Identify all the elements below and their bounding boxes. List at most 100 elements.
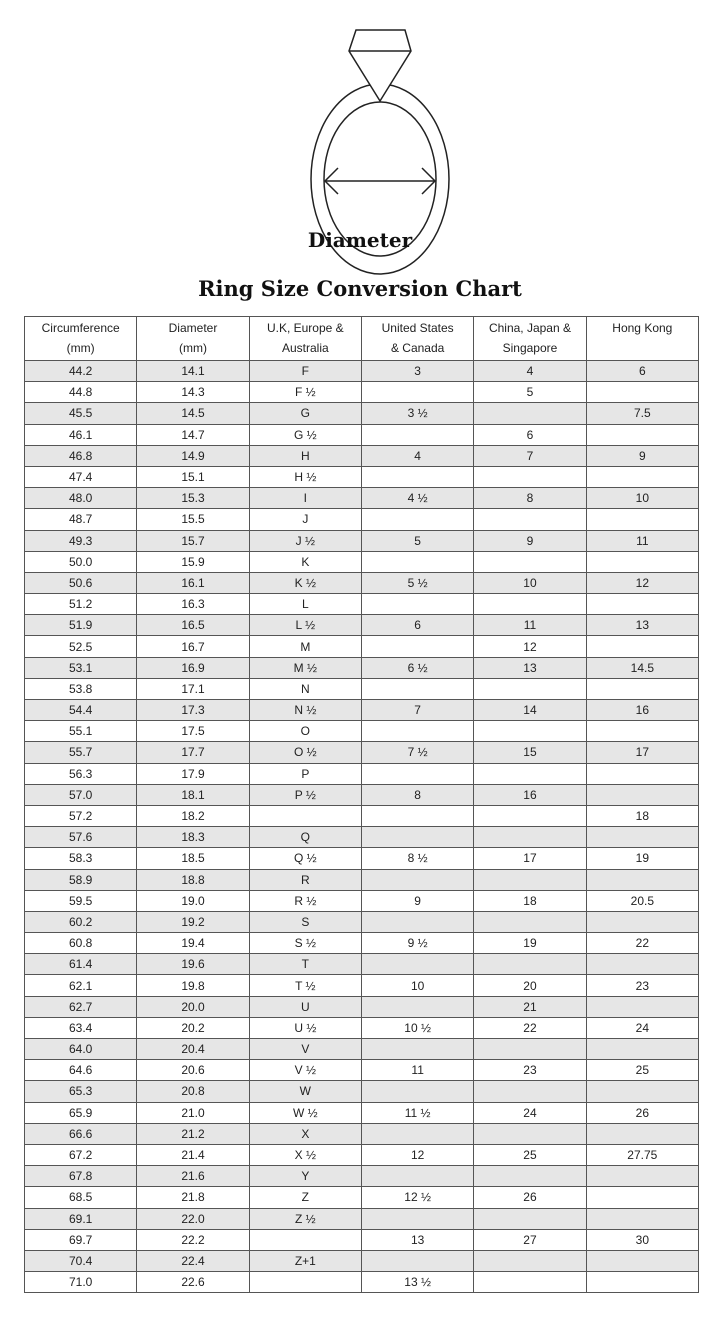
table-row: 64.6 20.6 V ½ 11 23 25	[23, 1059, 700, 1082]
cell-diameter: 17.9	[136, 762, 250, 785]
cell-us-canada: 13 ½	[360, 1271, 475, 1294]
cell-circumference: 62.7	[23, 995, 138, 1018]
table-row: 52.5 16.7 M 12	[23, 635, 700, 658]
column-header-line: Hong Kong	[612, 321, 673, 335]
table-row: 45.5 14.5 G 3 ½ 7.5	[23, 402, 700, 425]
cell-us-canada: 11	[360, 1059, 475, 1082]
cell-uk-europe-australia: K	[248, 550, 362, 573]
cell-uk-europe-australia: Q ½	[248, 847, 362, 870]
column-header-line: Singapore	[502, 341, 558, 355]
cell-diameter: 19.4	[136, 932, 250, 955]
cell-uk-europe-australia: H	[248, 444, 362, 467]
cell-hong-kong	[585, 910, 700, 934]
cell-china-japan-singapore	[473, 1037, 587, 1061]
cell-china-japan-singapore: 5	[473, 381, 587, 404]
cell-china-japan-singapore	[473, 508, 587, 531]
cell-hong-kong: 19	[585, 847, 700, 870]
cell-us-canada: 8	[360, 783, 475, 806]
cell-hong-kong	[585, 783, 700, 806]
cell-circumference: 48.7	[23, 508, 138, 531]
cell-us-canada	[360, 1037, 475, 1061]
cell-uk-europe-australia: G	[248, 402, 362, 425]
cell-us-canada: 9 ½	[360, 932, 475, 955]
cell-uk-europe-australia: Q	[248, 826, 362, 849]
cell-circumference: 59.5	[23, 889, 138, 912]
cell-uk-europe-australia: R	[248, 868, 362, 891]
cell-hong-kong	[585, 423, 700, 446]
table-row: 62.7 20.0 U 21	[23, 995, 700, 1018]
cell-hong-kong: 22	[585, 932, 700, 955]
column-header-line: U.K, Europe &	[266, 321, 344, 335]
cell-hong-kong: 13	[585, 614, 700, 637]
cell-circumference: 56.3	[23, 762, 138, 785]
diagram-label: Diameter	[307, 228, 413, 252]
table-row: 60.2 19.2 S	[23, 910, 700, 934]
table-row: 58.9 18.8 R	[23, 868, 700, 891]
cell-china-japan-singapore: 13	[473, 656, 587, 679]
cell-china-japan-singapore	[473, 550, 587, 573]
column-header-line: China, Japan &	[488, 321, 571, 335]
cell-diameter: 18.8	[136, 868, 250, 891]
table-row: 57.6 18.3 Q	[23, 826, 700, 849]
table-row: 50.0 15.9 K	[23, 550, 700, 573]
cell-china-japan-singapore	[473, 804, 587, 828]
cell-diameter: 15.9	[136, 550, 250, 573]
cell-uk-europe-australia: T ½	[248, 974, 362, 997]
cell-china-japan-singapore	[473, 1165, 587, 1188]
table-row: 48.7 15.5 J	[23, 508, 700, 531]
cell-us-canada	[360, 995, 475, 1018]
cell-us-canada: 12	[360, 1143, 475, 1167]
cell-china-japan-singapore	[473, 762, 587, 785]
cell-diameter: 17.1	[136, 677, 250, 701]
cell-diameter: 20.2	[136, 1016, 250, 1040]
table-row: 44.2 14.1 F 3 4 6	[23, 359, 700, 383]
cell-china-japan-singapore: 17	[473, 847, 587, 870]
cell-uk-europe-australia: G ½	[248, 423, 362, 446]
cell-us-canada: 3 ½	[360, 402, 475, 425]
table-row: 69.7 22.2 13 27 30	[23, 1228, 700, 1251]
cell-us-canada	[360, 720, 475, 743]
cell-hong-kong	[585, 762, 700, 785]
cell-us-canada: 10 ½	[360, 1016, 475, 1040]
cell-circumference: 46.1	[23, 423, 138, 446]
cell-hong-kong: 14.5	[585, 656, 700, 679]
cell-us-canada	[360, 868, 475, 891]
cell-diameter: 17.7	[136, 741, 250, 764]
table-row: 63.4 20.2 U ½ 10 ½ 22 24	[23, 1016, 700, 1040]
cell-uk-europe-australia: N	[248, 677, 362, 701]
table-row: 49.3 15.7 J ½ 5 9 11	[23, 529, 700, 552]
cell-circumference: 48.0	[23, 487, 138, 510]
cell-uk-europe-australia: V	[248, 1037, 362, 1061]
cell-uk-europe-australia: L ½	[248, 614, 362, 637]
cell-circumference: 52.5	[23, 635, 138, 658]
cell-uk-europe-australia: U	[248, 995, 362, 1018]
cell-circumference: 64.6	[23, 1059, 138, 1082]
cell-us-canada	[360, 910, 475, 934]
cell-hong-kong	[585, 1165, 700, 1188]
cell-circumference: 71.0	[23, 1271, 138, 1294]
cell-china-japan-singapore: 26	[473, 1186, 587, 1209]
cell-china-japan-singapore: 16	[473, 783, 587, 806]
cell-hong-kong	[585, 465, 700, 489]
cell-diameter: 22.0	[136, 1207, 250, 1230]
column-header-diameter: Diameter (mm)	[136, 316, 250, 361]
cell-china-japan-singapore	[473, 677, 587, 701]
cell-hong-kong: 6	[585, 359, 700, 383]
cell-hong-kong	[585, 593, 700, 616]
cell-uk-europe-australia: U ½	[248, 1016, 362, 1040]
column-header-line: (mm)	[179, 341, 207, 355]
cell-uk-europe-australia: K ½	[248, 571, 362, 595]
cell-circumference: 70.4	[23, 1249, 138, 1273]
cell-diameter: 18.3	[136, 826, 250, 849]
cell-china-japan-singapore	[473, 1207, 587, 1230]
table-row: 67.8 21.6 Y	[23, 1165, 700, 1188]
ring-diameter-illustration	[310, 29, 450, 275]
cell-china-japan-singapore: 18	[473, 889, 587, 912]
cell-circumference: 68.5	[23, 1186, 138, 1209]
cell-us-canada: 12 ½	[360, 1186, 475, 1209]
cell-diameter: 20.0	[136, 995, 250, 1018]
cell-us-canada: 4	[360, 444, 475, 467]
cell-diameter: 22.2	[136, 1228, 250, 1251]
